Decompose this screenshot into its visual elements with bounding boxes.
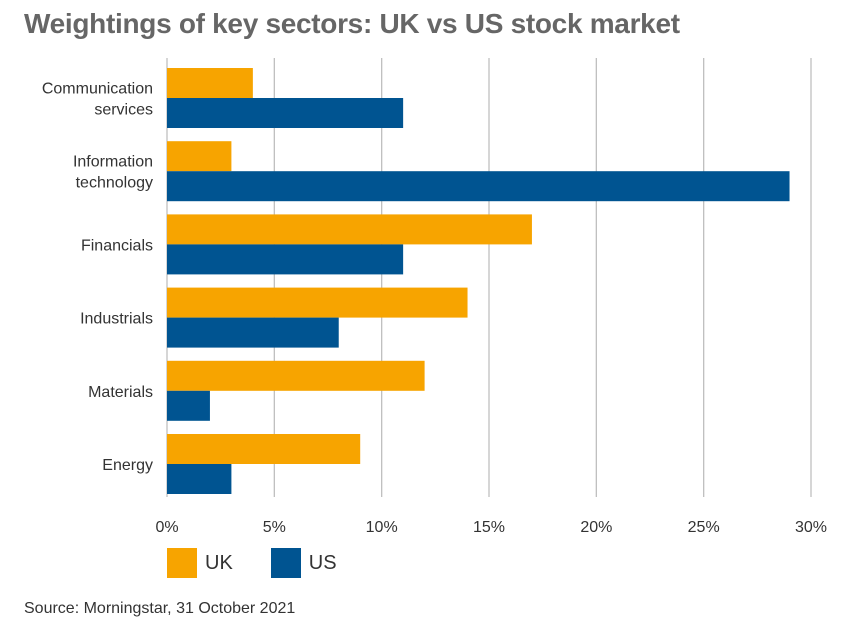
x-tick-label: 0% (155, 519, 178, 536)
bar-uk (167, 68, 253, 98)
bars (167, 68, 790, 494)
bar-uk (167, 141, 232, 172)
x-tick-label: 25% (688, 519, 720, 536)
legend-swatch-uk (167, 548, 197, 578)
category-label: Energy (102, 457, 153, 474)
bar-us (167, 171, 790, 202)
chart-title: Weightings of key sectors: UK vs US stoc… (24, 8, 680, 39)
legend: UK US (167, 548, 375, 578)
bar-uk (167, 287, 468, 318)
bar-us (167, 98, 404, 128)
legend-swatch-us (270, 548, 301, 578)
x-tick-label: 30% (795, 519, 827, 536)
x-axis-ticks: 0% 5% 10% 15% 20% 25% 30% (155, 519, 827, 536)
bar-us (167, 464, 232, 494)
x-tick-label: 5% (263, 519, 286, 536)
category-label: Financials (81, 237, 153, 254)
x-tick-label: 20% (580, 519, 612, 536)
bar-us (167, 317, 339, 348)
category-label: Communication services (42, 81, 153, 119)
bar-uk (167, 360, 425, 391)
bar-uk (167, 434, 361, 464)
category-label: Industrials (80, 311, 153, 328)
bar-us (167, 244, 404, 275)
bar-chart: Communication services Information technolo… (42, 58, 827, 536)
category-labels: Communication services Information technolo… (42, 81, 153, 475)
x-tick-label: 15% (473, 519, 505, 536)
legend-item-us: US (270, 548, 337, 578)
legend-item-uk: UK (167, 548, 233, 578)
legend-label-us: US (308, 551, 337, 574)
bar-us (167, 390, 210, 421)
bar-uk (167, 214, 532, 245)
gridlines (166, 58, 812, 497)
x-tick-label: 10% (366, 519, 398, 536)
source-note: Source: Morningstar, 31 October 2021 (24, 600, 296, 617)
legend-label-uk: UK (205, 551, 233, 574)
category-label: Information technology (73, 154, 153, 192)
category-label: Materials (88, 384, 153, 401)
